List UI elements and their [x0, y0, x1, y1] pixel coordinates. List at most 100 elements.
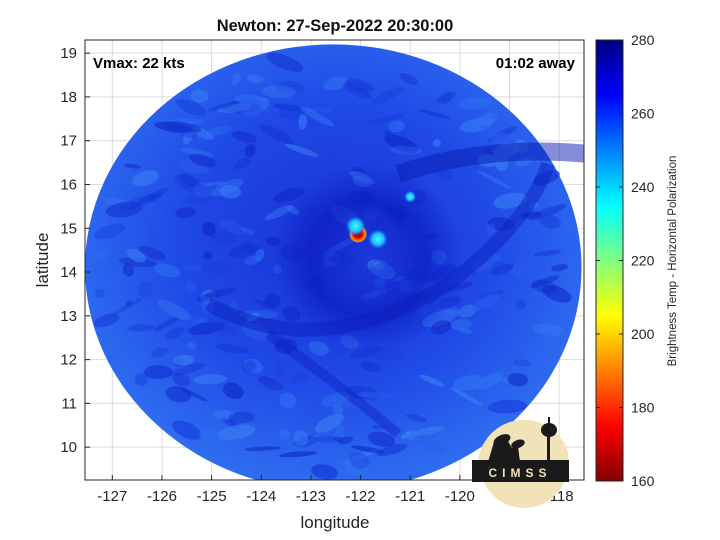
swath-streak	[246, 312, 260, 322]
swath-streak	[284, 143, 319, 157]
swath-streak	[529, 201, 539, 209]
swath-streak	[359, 361, 382, 372]
swath-streak	[418, 109, 451, 120]
swath-streak	[143, 365, 173, 379]
swath-streak	[219, 184, 242, 199]
y-axis-ticks: 10 11 12 13 14 15 16 17 18 19	[60, 45, 90, 456]
rain-band	[265, 329, 402, 438]
swath-streak	[170, 363, 205, 376]
swath-streak	[105, 201, 143, 218]
x-axis-label: longitude	[300, 513, 369, 532]
swath-streak	[367, 114, 404, 125]
swath-streak	[477, 170, 511, 189]
swath-streak	[126, 248, 146, 263]
swath-streak	[274, 338, 298, 354]
swath-streak	[215, 343, 250, 354]
swath-streak	[122, 262, 135, 277]
swath-streak	[241, 99, 269, 116]
swath-streak	[125, 300, 134, 307]
y-tick-label: 17	[60, 133, 77, 150]
swath-streak	[208, 100, 240, 111]
swath-streak	[351, 445, 385, 454]
swath-streak	[131, 170, 160, 187]
swath-streak	[279, 429, 290, 440]
swath-streak	[94, 223, 125, 240]
swath-streak	[173, 354, 195, 366]
swath-streak	[192, 182, 214, 198]
swath-streak	[332, 436, 344, 443]
swath-texture	[93, 52, 584, 480]
swath-streak	[261, 85, 297, 99]
swath-streak	[253, 299, 275, 309]
swath-streak	[530, 275, 560, 288]
swath-streak	[416, 439, 446, 453]
swath-streak	[493, 375, 514, 384]
swath-streak	[413, 426, 445, 436]
swath-streak	[180, 147, 214, 158]
swath-streak	[487, 399, 528, 414]
swath-streak	[435, 91, 457, 104]
swath-streak	[538, 213, 562, 229]
swath-streak	[203, 251, 213, 261]
swath-streak	[341, 448, 378, 465]
swath-streak	[288, 373, 307, 384]
swath-streak	[314, 413, 344, 433]
swath-streak	[228, 411, 255, 424]
x-tick-label: -120	[445, 488, 475, 505]
swath-streak	[198, 430, 224, 444]
swath-streak	[223, 382, 244, 400]
swath-streak	[207, 313, 228, 329]
swath-streak	[187, 342, 197, 350]
swath-streak	[153, 317, 179, 331]
swath-streak	[278, 451, 318, 458]
swath-streak	[438, 169, 455, 181]
swath-streak	[367, 431, 396, 447]
swath-streak	[134, 373, 148, 386]
swath-streak	[344, 78, 374, 93]
swath-streak	[541, 284, 572, 303]
swath-streak	[246, 74, 264, 83]
swath-streak	[272, 103, 307, 112]
convection-feature	[367, 229, 388, 250]
swath-streak	[182, 131, 193, 145]
colorbar-tick-label: 160	[631, 473, 655, 489]
swath-streak	[205, 125, 232, 137]
y-tick-label: 12	[60, 352, 77, 369]
swath-streak	[450, 319, 473, 331]
swath-streak	[472, 293, 500, 311]
swath-streak	[231, 72, 241, 86]
swath-streak	[172, 373, 191, 387]
swath-streak	[278, 104, 308, 120]
swath-streak	[243, 446, 281, 451]
swath-streak	[376, 443, 408, 457]
swath-streak	[190, 89, 209, 103]
colorbar-ticks: 160 180 200 220 240 260 280	[596, 32, 655, 489]
swath-streak	[130, 313, 153, 327]
swath-streak	[95, 249, 108, 260]
swath-streak	[210, 230, 236, 245]
swath-streak	[516, 299, 527, 310]
swath-streak	[126, 324, 156, 332]
swath-streak	[304, 107, 333, 113]
swath-streak	[477, 127, 514, 149]
swath-streak	[202, 221, 216, 237]
swath-streak	[532, 323, 565, 336]
swath-streak	[265, 204, 294, 221]
swath-streak	[233, 157, 252, 170]
swath-streak	[458, 304, 477, 318]
swath-streak	[242, 360, 256, 373]
swath-streak	[137, 188, 169, 205]
swath-streak	[323, 76, 349, 91]
swath-streak	[371, 424, 386, 430]
x-tick-label: -123	[296, 488, 326, 505]
swath-streak	[240, 227, 255, 235]
swath-streak	[175, 207, 196, 218]
x-tick-label: -124	[246, 488, 276, 505]
chart-title: Newton: 27-Sep-2022 20:30:00	[217, 17, 454, 35]
swath-streak	[533, 249, 562, 257]
swath-streak	[257, 376, 283, 391]
y-tick-label: 13	[60, 308, 77, 325]
swath-streak	[244, 144, 256, 157]
x-tick-label: -127	[97, 488, 127, 505]
